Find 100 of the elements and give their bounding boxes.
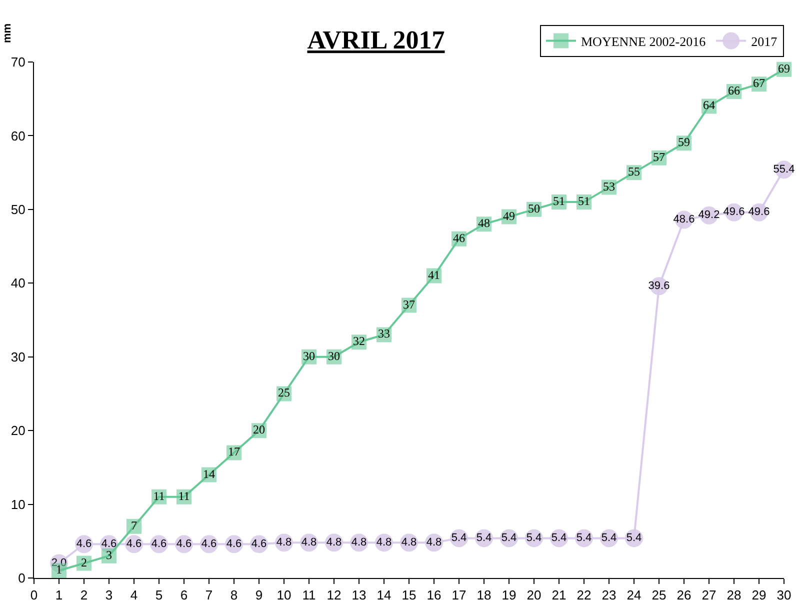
y-tick-label: 20 (10, 423, 26, 438)
data-label: 3 (106, 548, 112, 562)
x-tick-label: 22 (576, 588, 592, 603)
data-label: 50 (528, 201, 540, 216)
y-tick-label: 40 (10, 276, 26, 291)
x-tick-label: 15 (402, 588, 416, 603)
y-tick-label: 60 (10, 128, 26, 144)
data-label: 39.6 (648, 280, 670, 292)
x-tick-label: 25 (652, 588, 666, 603)
x-tick-label: 11 (302, 588, 316, 603)
y-tick-label: 70 (10, 54, 26, 70)
data-label: 30 (303, 348, 315, 363)
data-label: 64 (703, 98, 715, 112)
x-tick-label: 13 (352, 588, 366, 603)
data-label: 49 (503, 208, 515, 223)
data-label: 4.8 (301, 536, 317, 548)
data-label: 25 (278, 386, 290, 400)
data-label: 30 (328, 348, 340, 363)
data-label: 2 (81, 555, 87, 570)
data-label: 11 (153, 488, 165, 503)
x-tick-label: 14 (376, 588, 392, 603)
data-label: 5.4 (601, 532, 617, 544)
data-label: 4.6 (101, 538, 117, 550)
x-tick-label: 19 (502, 588, 516, 603)
data-label: 5.4 (501, 532, 517, 544)
data-label: 11 (178, 488, 190, 503)
data-label: 37 (403, 297, 415, 312)
x-tick-label: 4 (130, 588, 138, 603)
data-label: 48.6 (673, 214, 695, 226)
x-tick-label: 10 (276, 588, 292, 603)
x-tick-label: 27 (702, 588, 716, 603)
data-label: 55.4 (773, 163, 795, 176)
x-tick-label: 28 (726, 588, 742, 603)
data-label: 5.4 (626, 532, 642, 544)
data-label: 57 (653, 150, 665, 164)
data-label: 4.6 (201, 538, 217, 550)
data-label: 51 (578, 194, 590, 208)
data-label: 48 (478, 216, 490, 230)
data-label: 49.6 (748, 206, 770, 218)
legend-label: MOYENNE 2002-2016 (581, 34, 706, 49)
data-label: 4.6 (226, 538, 242, 550)
x-tick-label: 17 (452, 588, 466, 603)
x-tick-label: 6 (180, 588, 188, 603)
data-label: 5.4 (551, 532, 567, 544)
x-tick-label: 2 (80, 588, 88, 603)
y-tick-label: 0 (18, 570, 26, 586)
x-tick-label: 29 (752, 588, 766, 603)
data-label: 5.4 (526, 532, 542, 544)
x-tick-label: 0 (30, 588, 38, 603)
y-tick-label: 50 (10, 202, 26, 217)
x-tick-label: 21 (552, 588, 566, 603)
x-tick-label: 12 (326, 588, 342, 603)
data-label: 59 (678, 135, 690, 150)
data-label: 4.8 (351, 536, 367, 548)
x-tick-label: 7 (205, 588, 213, 603)
data-label: 32 (353, 334, 365, 348)
data-label: 4.8 (326, 536, 342, 548)
data-label: 20 (253, 422, 265, 437)
data-label: 41 (428, 268, 440, 282)
data-label: 69 (778, 61, 790, 76)
data-label: 53 (603, 179, 615, 194)
data-label: 5.4 (476, 532, 492, 544)
data-label: 14 (203, 466, 215, 481)
legend-label: 2017 (751, 34, 778, 49)
data-label: 4.8 (276, 536, 292, 548)
data-label: 4.6 (176, 538, 192, 550)
y-tick-label: 30 (10, 349, 26, 364)
data-label: 67 (753, 76, 765, 90)
x-tick-label: 3 (105, 588, 113, 603)
x-tick-label: 1 (55, 588, 63, 603)
x-tick-label: 9 (255, 588, 263, 603)
data-label: 17 (228, 444, 240, 459)
data-label: 4.8 (426, 536, 442, 548)
x-tick-label: 26 (676, 588, 692, 603)
y-axis-title: mm (2, 23, 14, 43)
x-tick-label: 20 (526, 588, 542, 603)
data-label: 4.6 (76, 538, 92, 550)
data-label: 55 (628, 164, 640, 179)
x-tick-label: 8 (230, 588, 238, 603)
data-label: 4.6 (126, 538, 142, 550)
data-label: 4.8 (401, 536, 417, 548)
data-label: 51 (553, 194, 565, 208)
data-label: 33 (378, 326, 390, 341)
data-label: 66 (728, 83, 740, 98)
x-tick-label: 5 (155, 588, 163, 603)
data-label: 5.4 (576, 532, 592, 544)
data-label: 49.6 (723, 206, 745, 218)
data-label: 4.8 (376, 536, 392, 548)
x-tick-label: 24 (626, 588, 642, 603)
data-label: 46 (453, 230, 465, 245)
data-label: 5.4 (451, 532, 467, 544)
data-label: 49.2 (698, 209, 720, 222)
chart-title: AVRIL 2017 (307, 26, 445, 54)
x-tick-label: 16 (426, 588, 442, 603)
x-tick-label: 18 (476, 588, 492, 603)
x-tick-label: 30 (776, 588, 792, 603)
x-tick-label: 23 (602, 588, 616, 603)
data-label: 4.6 (251, 538, 267, 550)
data-label: 4.6 (151, 538, 167, 550)
data-label: 7 (131, 518, 137, 532)
